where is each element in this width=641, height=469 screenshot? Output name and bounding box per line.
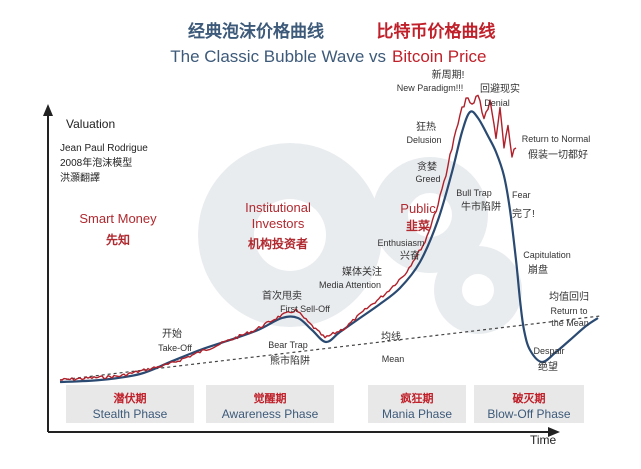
- annot-bear-trap-cn: 熊市陷阱: [270, 354, 310, 367]
- phase-awareness-cn: 觉醒期: [254, 391, 287, 405]
- annot-takeoff-cn: 开始: [162, 327, 182, 340]
- annot-denial-cn: 回避现实: [480, 82, 520, 95]
- annot-mean-en: Mean: [382, 354, 405, 364]
- annot-greed-cn: 贪婪: [417, 160, 437, 173]
- annot-first-selloff-cn: 首次甩卖: [262, 289, 302, 302]
- phase-band-mania: [368, 385, 466, 423]
- annot-denial-en: Denial: [484, 98, 510, 108]
- annot-new-paradigm-cn: 新周期!: [432, 68, 465, 81]
- annot-despair-cn: 绝望: [538, 360, 558, 373]
- axes: [47, 112, 552, 433]
- annot-bull-trap-en: Bull Trap: [456, 188, 492, 198]
- phase-mania-en: Mania Phase: [382, 407, 452, 421]
- annot-takeoff-en: Take-Off: [158, 343, 192, 353]
- phase-awareness-en: Awareness Phase: [222, 407, 319, 421]
- group-public-cn: 韭菜: [406, 218, 430, 233]
- y-axis-arrow: [43, 104, 53, 116]
- annot-fear-en: Fear: [512, 190, 531, 200]
- annot-bear-trap-en: Bear Trap: [268, 340, 308, 350]
- annot-fear-cn: 完了!: [512, 207, 535, 220]
- credit-author: Jean Paul Rodrigue: [60, 143, 148, 154]
- annot-delusion-cn: 狂热: [416, 120, 436, 133]
- annot-capitulation-cn: 崩盘: [528, 263, 548, 276]
- gear-decoration: [198, 143, 522, 334]
- annot-greed-en: Greed: [415, 174, 440, 184]
- annot-bull-trap-cn: 牛市陷阱: [461, 200, 501, 213]
- annot-new-paradigm-en: New Paradigm!!!: [397, 83, 464, 93]
- y-axis-label: Valuation: [66, 117, 115, 131]
- phase-blowoff-cn: 破灭期: [513, 391, 546, 405]
- x-axis-arrow: [548, 427, 560, 437]
- phase-band-awareness: [206, 385, 334, 423]
- phase-bands: [66, 385, 584, 423]
- group-public-en: Public: [400, 201, 436, 216]
- group-institutional-en2: Investors: [252, 216, 305, 231]
- annot-despair-en: Despair: [533, 346, 564, 356]
- title-en-bitcoin: Bitcoin Price: [392, 47, 486, 66]
- annotations: 新周期! New Paradigm!!! 回避现实 Denial 狂热 Delu…: [158, 68, 590, 373]
- phase-blowoff-en: Blow-Off Phase: [487, 407, 570, 421]
- phase-stealth-cn: 潜伏期: [114, 391, 147, 405]
- annot-return-mean-en1: Return to: [550, 306, 587, 316]
- annot-enthusiasm-cn: 兴奋: [400, 249, 420, 262]
- annot-delusion-en: Delusion: [406, 135, 441, 145]
- annot-return-mean-cn: 均值回归: [549, 290, 589, 303]
- series-line-classic-bubble: [59, 110, 599, 384]
- group-institutional-en1: Institutional: [245, 200, 311, 215]
- group-smart-money-en: Smart Money: [79, 211, 157, 226]
- gear-holes: [254, 193, 494, 306]
- annot-enthusiasm-en: Enthusiasm: [377, 238, 424, 248]
- phase-band-blowoff: [474, 385, 584, 423]
- x-axis-label: Time: [530, 433, 557, 447]
- annot-return-mean-en2: the Mean: [551, 318, 589, 328]
- group-institutional-cn: 机构投资者: [248, 236, 308, 251]
- phase-mania-cn: 疯狂期: [401, 391, 434, 405]
- group-smart-money-cn: 先知: [106, 232, 130, 247]
- annot-return-normal-cn: 假装一切都好: [528, 148, 588, 161]
- series-line-bitcoin: [60, 94, 517, 381]
- phase-stealth-en: Stealth Phase: [93, 407, 168, 421]
- annot-media-en: Media Attention: [319, 280, 381, 290]
- credit-model: 2008年泡沫模型: [60, 156, 132, 169]
- phase-band-stealth: [66, 385, 194, 423]
- title-cn-classic: 经典泡沫价格曲线: [188, 21, 324, 42]
- annot-return-normal-en: Return to Normal: [522, 134, 591, 144]
- title-en-classic: The Classic Bubble Wave vs: [170, 47, 386, 66]
- annot-capitulation-en: Capitulation: [523, 250, 571, 260]
- annot-mean-cn: 均线: [381, 330, 401, 343]
- annot-first-selloff-en: First Sell-Off: [280, 304, 330, 314]
- title-cn-bitcoin: 比特币价格曲线: [377, 21, 496, 42]
- annot-media-cn: 媒体关注: [342, 265, 382, 278]
- credit-translator: 洪灝翻譯: [60, 171, 100, 184]
